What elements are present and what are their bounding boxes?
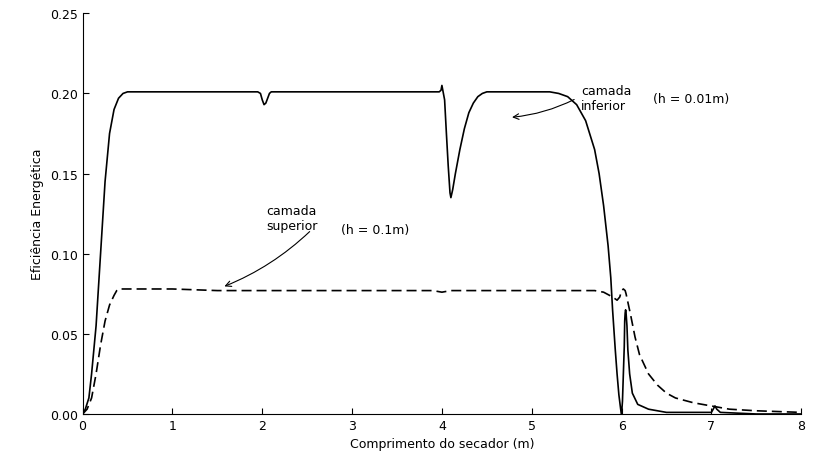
Y-axis label: Eficiência Energética: Eficiência Energética: [31, 149, 44, 280]
Text: camada
inferior: camada inferior: [582, 85, 632, 113]
Text: (h = 0.01m): (h = 0.01m): [653, 92, 729, 106]
Text: (h = 0.1m): (h = 0.1m): [341, 224, 410, 237]
X-axis label: Comprimento do secador (m): Comprimento do secador (m): [349, 437, 534, 450]
Text: camada
superior: camada superior: [267, 205, 318, 233]
